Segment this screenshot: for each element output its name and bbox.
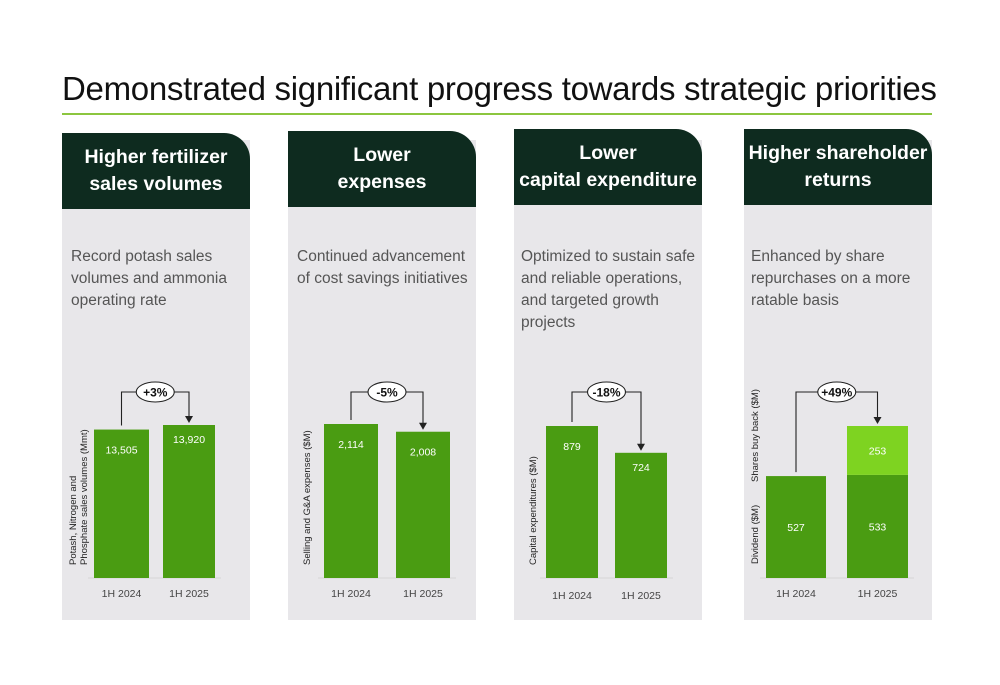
data-label: 2,114 xyxy=(338,439,364,451)
panel-description: Enhanced by share repurchases on a more … xyxy=(751,248,911,309)
y-axis-label: Selling and G&A expenses ($M) xyxy=(302,430,313,565)
x-tick-label: 1H 2025 xyxy=(169,588,209,600)
x-tick-label: 1H 2025 xyxy=(621,590,661,602)
arrow-head xyxy=(185,416,193,423)
bar xyxy=(94,429,149,578)
change-badge xyxy=(817,381,857,403)
data-label: 533 xyxy=(869,521,887,533)
bar xyxy=(847,474,908,578)
bar xyxy=(546,426,598,578)
data-label: 2,008 xyxy=(410,447,436,459)
panel-description: Continued advancement of cost savings in… xyxy=(297,248,468,287)
y-axis-label: Phosphate sales volumes (Mmt) xyxy=(79,429,90,565)
arrow-head xyxy=(419,422,427,430)
page-title: Demonstrated significant progress toward… xyxy=(62,70,937,107)
panel-heading: Higher shareholder returns xyxy=(744,129,932,205)
chart-sales-volumes: 13,505 1H 2024 13,920 1H 2025 +3% Potash, Nit… xyxy=(68,381,221,600)
change-badge xyxy=(135,381,175,403)
panel-description: Optimized to sustain safe and reliable o… xyxy=(521,248,696,331)
chart-shareholder-returns: 527 1H 2024 533 253 1H 2025 +49% Dividend ($M)… xyxy=(750,381,914,600)
bar xyxy=(163,425,215,578)
y-axis-label: Capital expenditures ($M) xyxy=(528,456,539,565)
data-label: 724 xyxy=(632,462,650,474)
change-value: +3% xyxy=(143,386,168,400)
bar xyxy=(396,431,450,578)
panel-sales-volumes xyxy=(62,140,250,620)
x-tick-label: 1H 2025 xyxy=(858,588,898,600)
y-axis-label: Potash, Nitrogen and xyxy=(68,476,79,565)
data-label: 253 xyxy=(869,445,887,457)
bar xyxy=(766,476,826,578)
title-divider xyxy=(62,113,932,115)
data-label: 527 xyxy=(787,522,805,534)
data-label: 13,920 xyxy=(173,434,205,446)
y-axis-label: Shares buy back ($M) xyxy=(750,389,761,482)
x-tick-label: 1H 2025 xyxy=(403,588,443,600)
panel-heading: Lower capital expenditure xyxy=(514,129,702,205)
data-label: 13,505 xyxy=(105,445,137,457)
panel-heading: Higher fertilizer sales volumes xyxy=(62,133,250,209)
arrow-head xyxy=(873,417,882,424)
chart-capex: 879 1H 2024 724 1H 2025 -18% Capital expendit… xyxy=(528,381,673,602)
bar xyxy=(324,424,378,578)
x-tick-label: 1H 2024 xyxy=(102,588,142,600)
data-label: 879 xyxy=(563,441,581,453)
panel-heading: Lower expenses xyxy=(288,131,476,207)
panel-capex xyxy=(514,140,702,620)
change-badge xyxy=(367,381,407,403)
x-tick-label: 1H 2024 xyxy=(331,588,371,600)
bar xyxy=(615,452,667,578)
bar xyxy=(847,426,908,475)
panel-description: Record potash sales volumes and ammonia … xyxy=(71,248,227,309)
change-badge xyxy=(586,381,627,403)
chart-expenses: 2,114 1H 2024 2,008 1H 2025 -5% Selling and G… xyxy=(302,381,456,600)
y-axis-label: Dividend ($M) xyxy=(750,505,761,564)
arrow-head xyxy=(637,443,645,451)
change-value: +49% xyxy=(821,386,852,400)
x-tick-label: 1H 2024 xyxy=(552,590,592,602)
change-value: -5% xyxy=(376,386,398,400)
x-tick-label: 1H 2024 xyxy=(776,588,816,600)
change-value: -18% xyxy=(592,386,620,400)
